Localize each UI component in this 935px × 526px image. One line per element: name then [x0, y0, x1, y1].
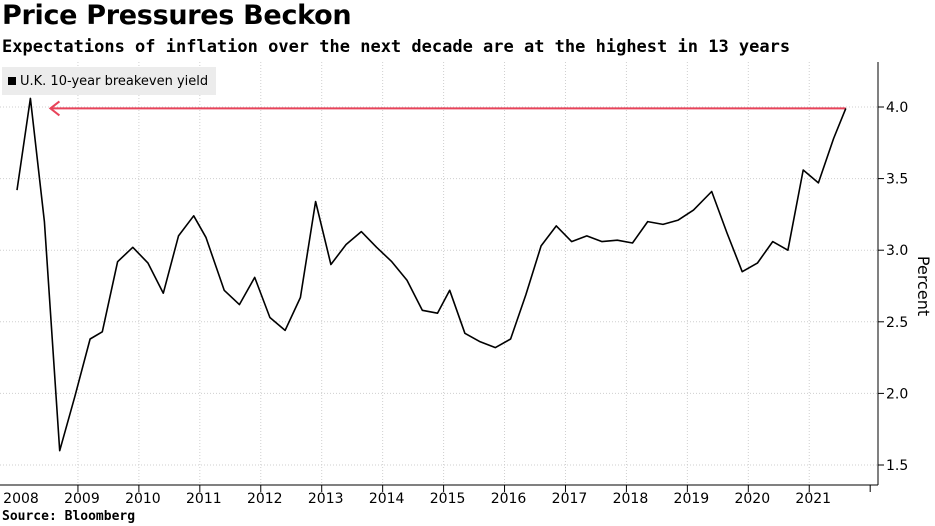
- legend: U.K. 10-year breakeven yield: [2, 67, 217, 95]
- x-tick-label: 2015: [430, 491, 466, 507]
- x-tick-label: 2017: [552, 491, 588, 507]
- y-tick-label: 2.5: [886, 315, 908, 331]
- x-tick-label: 2014: [369, 491, 405, 507]
- chart-subtitle: Expectations of inflation over the next …: [2, 37, 791, 57]
- y-axis-label: Percent: [914, 256, 933, 316]
- x-tick-label: 2020: [734, 491, 770, 507]
- y-tick-label: 4.0: [886, 100, 908, 116]
- x-tick-label: 2013: [308, 491, 344, 507]
- y-tick-label: 3.5: [886, 172, 908, 188]
- x-tick-label: 2010: [125, 491, 161, 507]
- x-tick-label: 2021: [795, 491, 831, 507]
- series-line-uk-breakeven: [16, 97, 847, 452]
- x-tick-label: 2009: [64, 491, 100, 507]
- y-tick-label: 3.0: [886, 243, 908, 259]
- x-tick-label: 2008: [3, 491, 39, 507]
- x-tick-label: 2016: [491, 491, 527, 507]
- x-tick-label: 2012: [247, 491, 283, 507]
- reference-arrow-head: [48, 100, 61, 117]
- legend-swatch: [8, 77, 16, 85]
- y-tick-label: 2.0: [886, 386, 908, 402]
- y-tick-label: 1.5: [886, 458, 908, 474]
- source-note: Source: Bloomberg: [2, 509, 136, 524]
- x-tick-label: 2011: [186, 491, 222, 507]
- x-tick-label: 2019: [674, 491, 710, 507]
- legend-label: U.K. 10-year breakeven yield: [20, 73, 209, 89]
- x-tick-label: 2018: [613, 491, 649, 507]
- chart-title: Price Pressures Beckon: [2, 0, 352, 31]
